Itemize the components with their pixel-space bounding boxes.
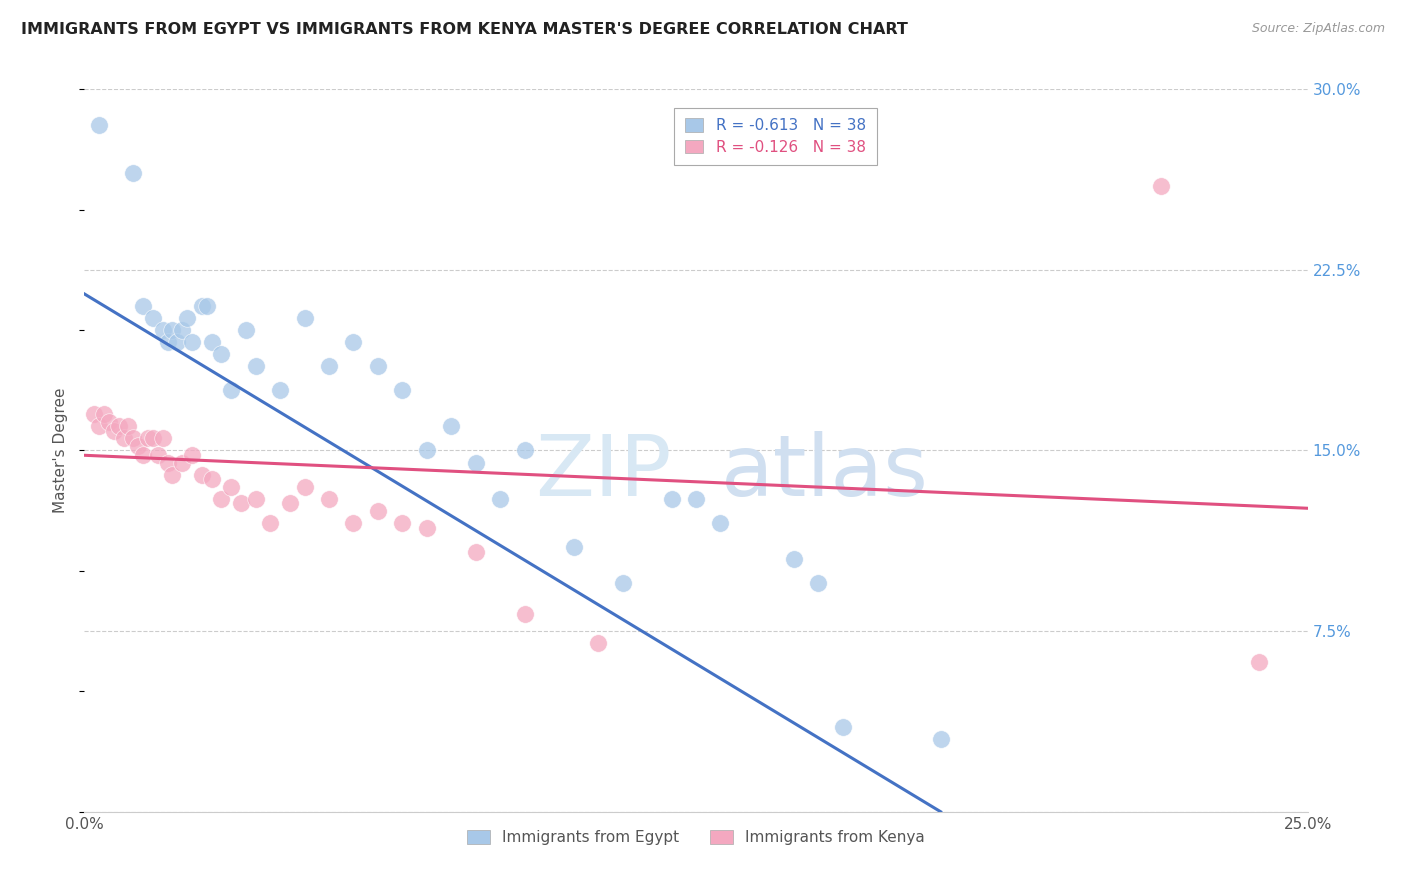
Point xyxy=(807,576,830,591)
Point xyxy=(269,384,291,398)
Point xyxy=(294,310,316,325)
Y-axis label: Master's Degree: Master's Degree xyxy=(53,388,69,513)
Point xyxy=(200,334,222,349)
Point xyxy=(191,467,214,482)
Point xyxy=(152,431,174,445)
Point xyxy=(318,491,340,506)
Point xyxy=(278,496,301,510)
Point xyxy=(219,384,242,398)
Point xyxy=(103,424,125,438)
Point xyxy=(97,415,120,429)
Point xyxy=(122,431,145,445)
Point xyxy=(416,520,439,534)
Text: atlas: atlas xyxy=(720,431,928,514)
Point xyxy=(235,323,257,337)
Point xyxy=(136,431,159,445)
Point xyxy=(87,419,110,434)
Point xyxy=(294,480,316,494)
Point xyxy=(831,721,853,735)
Point xyxy=(142,431,165,445)
Point xyxy=(464,455,486,469)
Point xyxy=(612,576,634,591)
Point xyxy=(464,544,486,558)
Point xyxy=(929,732,952,747)
Text: ZIP: ZIP xyxy=(536,431,672,514)
Point xyxy=(367,503,389,517)
Point xyxy=(191,299,214,313)
Point xyxy=(259,516,281,530)
Point xyxy=(342,334,364,349)
Point xyxy=(122,166,145,180)
Point xyxy=(709,516,731,530)
Point xyxy=(172,323,194,337)
Point xyxy=(245,359,267,373)
Point xyxy=(440,419,463,434)
Point xyxy=(513,443,536,458)
Point xyxy=(209,491,232,506)
Point xyxy=(586,636,609,650)
Point xyxy=(391,516,413,530)
Point xyxy=(200,472,222,486)
Point xyxy=(318,359,340,373)
Point xyxy=(162,323,184,337)
Point xyxy=(391,384,413,398)
Point xyxy=(1150,178,1173,193)
Point xyxy=(132,299,155,313)
Point xyxy=(146,448,169,462)
Point xyxy=(513,607,536,622)
Point xyxy=(132,448,155,462)
Point xyxy=(181,334,204,349)
Point xyxy=(117,419,139,434)
Point xyxy=(156,334,179,349)
Point xyxy=(176,310,198,325)
Text: Source: ZipAtlas.com: Source: ZipAtlas.com xyxy=(1251,22,1385,36)
Point xyxy=(181,448,204,462)
Point xyxy=(142,310,165,325)
Legend: Immigrants from Egypt, Immigrants from Kenya: Immigrants from Egypt, Immigrants from K… xyxy=(461,823,931,851)
Point xyxy=(107,419,129,434)
Point xyxy=(245,491,267,506)
Point xyxy=(162,467,184,482)
Point xyxy=(112,431,135,445)
Point xyxy=(127,439,149,453)
Point xyxy=(152,323,174,337)
Point xyxy=(156,455,179,469)
Point xyxy=(783,551,806,566)
Point xyxy=(83,407,105,421)
Point xyxy=(229,496,252,510)
Point xyxy=(685,491,707,506)
Point xyxy=(416,443,439,458)
Point xyxy=(367,359,389,373)
Point xyxy=(562,540,585,554)
Point xyxy=(209,347,232,361)
Point xyxy=(172,455,194,469)
Point xyxy=(166,334,188,349)
Point xyxy=(1247,656,1270,670)
Text: IMMIGRANTS FROM EGYPT VS IMMIGRANTS FROM KENYA MASTER'S DEGREE CORRELATION CHART: IMMIGRANTS FROM EGYPT VS IMMIGRANTS FROM… xyxy=(21,22,908,37)
Point xyxy=(195,299,218,313)
Point xyxy=(489,491,512,506)
Point xyxy=(93,407,115,421)
Point xyxy=(342,516,364,530)
Point xyxy=(87,118,110,132)
Point xyxy=(219,480,242,494)
Point xyxy=(661,491,683,506)
